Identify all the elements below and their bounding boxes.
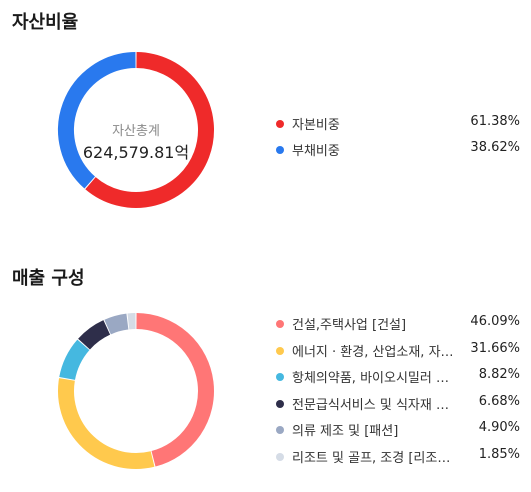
- legend-dot: [276, 373, 284, 381]
- legend-dot: [276, 452, 284, 461]
- legend-item[interactable]: 의류 제조 및 [패션] 4.90%: [270, 420, 520, 447]
- donut-slice-0[interactable]: [136, 313, 214, 467]
- total-assets-value: 624,579.81억: [82, 143, 190, 162]
- legend-item[interactable]: 자본비중 61.38%: [270, 114, 520, 140]
- asset-ratio-donut: [58, 52, 214, 208]
- total-assets-caption: 자산총계: [112, 124, 160, 139]
- asset-ratio-legend: 자본비중 61.38% 부채비중 38.62%: [270, 114, 520, 166]
- donut-slice-4[interactable]: [104, 313, 129, 335]
- legend-label: 의류 제조 및 [패션]: [292, 424, 399, 439]
- legend-label: 리조트 및 골프, 조경 [리조…: [292, 450, 451, 466]
- legend-item[interactable]: 전문급식서비스 및 식자재 유… 6.68%: [270, 394, 520, 421]
- legend-label: 건설,주택사업 [건설]: [292, 318, 407, 333]
- legend-label: 자본비중: [292, 118, 340, 133]
- legend-value: 8.82%: [478, 367, 520, 382]
- donut-slice-1[interactable]: [58, 378, 155, 469]
- legend-value: 46.09%: [470, 314, 520, 329]
- legend-value: 38.62%: [470, 140, 520, 155]
- legend-label: 부채비중: [292, 144, 340, 159]
- sales-composition-title: 매출 구성: [12, 268, 85, 289]
- donut-slice-1[interactable]: [58, 52, 136, 189]
- legend-label: 전문급식서비스 및 식자재 유…: [292, 397, 457, 413]
- legend-dot: [276, 346, 284, 355]
- legend-item[interactable]: 항체의약품, 바이오시밀러 … 8.82%: [270, 367, 520, 394]
- legend-value: 4.90%: [478, 420, 520, 435]
- legend-dot: [276, 320, 284, 328]
- legend-dot: [276, 120, 284, 128]
- legend-item[interactable]: 리조트 및 골프, 조경 [리조… 1.85%: [270, 447, 520, 474]
- donut-slice-0[interactable]: [85, 52, 214, 208]
- donut-slice-2[interactable]: [59, 339, 90, 381]
- legend-item[interactable]: 에너지 · 환경, 산업소재, 자… 31.66%: [270, 341, 520, 368]
- donut-slice-3[interactable]: [78, 320, 111, 350]
- legend-label: 항체의약품, 바이오시밀러 …: [292, 371, 449, 386]
- legend-value: 61.38%: [470, 114, 520, 129]
- legend-item[interactable]: 건설,주택사업 [건설] 46.09%: [270, 314, 520, 341]
- legend-label: 에너지 · 환경, 산업소재, 자…: [292, 344, 454, 360]
- legend-item[interactable]: 부채비중 38.62%: [270, 140, 520, 166]
- asset-ratio-title: 자산비율: [12, 12, 79, 33]
- legend-dot: [276, 146, 284, 154]
- legend-value: 31.66%: [470, 340, 520, 356]
- sales-composition-legend: 건설,주택사업 [건설] 46.09% 에너지 · 환경, 산업소재, 자… 3…: [270, 314, 520, 473]
- sales-composition-donut: [58, 313, 214, 469]
- legend-dot: [276, 426, 284, 434]
- legend-value: 6.68%: [478, 393, 520, 409]
- legend-dot: [276, 399, 284, 408]
- legend-value: 1.85%: [478, 446, 520, 462]
